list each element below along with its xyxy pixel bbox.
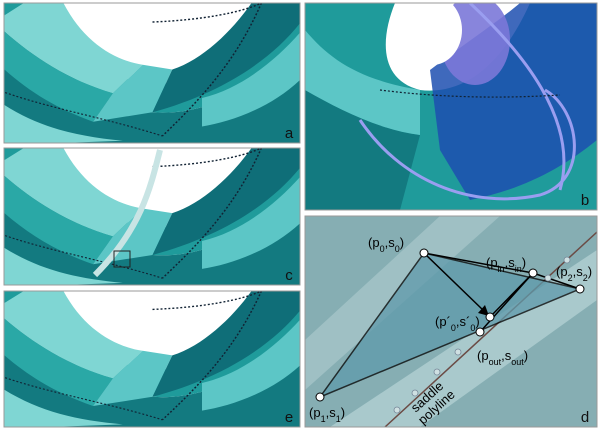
render-a (4, 3, 300, 143)
label-part: out (511, 357, 524, 367)
label-part: ,s (385, 235, 396, 250)
point-label: (pout,sout) (477, 348, 528, 367)
point-label: (p1,s1) (309, 405, 345, 424)
label-part: in (515, 264, 522, 274)
label-part: out (489, 357, 502, 367)
label-part: 0 (451, 323, 456, 333)
label-part: ,s (505, 255, 516, 270)
label-part: (p (309, 405, 321, 420)
label-part: (p (486, 255, 498, 270)
label-part: ) (522, 255, 526, 270)
label-part: 1 (321, 414, 326, 424)
label-part: (p (556, 264, 568, 279)
label-part: ,s (501, 348, 512, 363)
panel-frame (3, 147, 301, 286)
label-part: ) (475, 314, 479, 329)
label-part: ,s´ (456, 314, 470, 329)
panel-label: d (581, 409, 589, 426)
label-part: ,s (573, 264, 584, 279)
render-b (305, 3, 597, 210)
label-part: in (498, 264, 505, 274)
label-part: 0 (380, 244, 385, 254)
label-part: (p´ (435, 314, 451, 329)
panel-label: c (285, 267, 293, 284)
label-part: 0 (470, 323, 475, 333)
point-label: (p0,s0) (368, 235, 404, 254)
render-d (305, 216, 597, 427)
point-label: (pin,sin) (486, 255, 526, 274)
point-label: (p2,s2) (556, 264, 592, 283)
panel-frame (3, 290, 301, 428)
label-part: ) (524, 348, 528, 363)
label-part: ) (588, 264, 592, 279)
render-c (4, 148, 300, 285)
panel-frame (3, 2, 301, 144)
label-part: (p (477, 348, 489, 363)
panel-frame (304, 215, 598, 428)
label-part: 2 (568, 273, 573, 283)
panel-label: a (285, 125, 294, 142)
panel-frame (304, 2, 598, 211)
label-part: 0 (395, 244, 400, 254)
label-part: ) (400, 235, 404, 250)
point-label: (p´0,s´0) (435, 314, 480, 333)
label-part: 1 (336, 414, 341, 424)
panel-label: e (285, 409, 293, 426)
label-part: ,s (326, 405, 337, 420)
label-part: ) (341, 405, 345, 420)
label-part: (p (368, 235, 380, 250)
label-part: 2 (583, 273, 588, 283)
render-e (4, 291, 300, 427)
panel-label: b (581, 192, 589, 209)
